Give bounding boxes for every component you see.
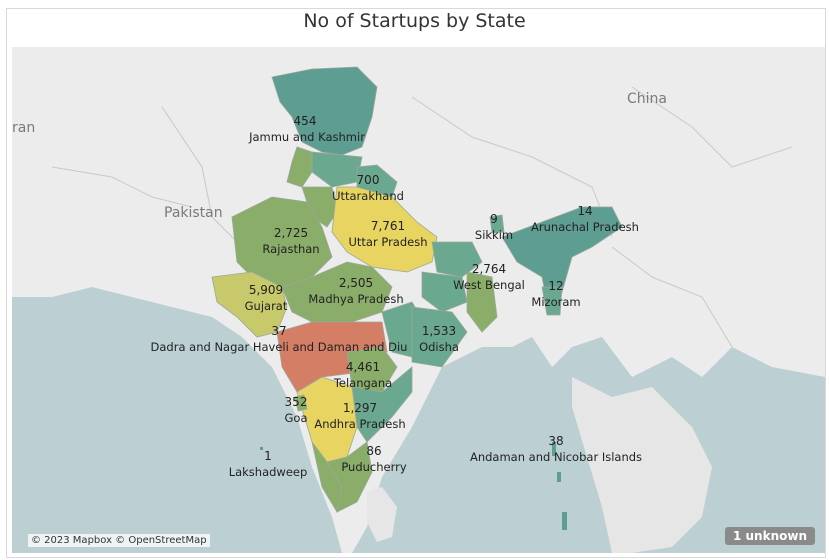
state-jh: [421, 271, 468, 313]
value-an: 38: [548, 434, 564, 448]
label-rj: Rajasthan: [262, 242, 320, 256]
state-sk: [489, 214, 505, 234]
label-uk: Uttarakhand: [332, 189, 404, 203]
country-label-pakistan: Pakistan: [164, 205, 223, 221]
state-bh: [431, 241, 483, 278]
label-ar: Arunachal Pradesh: [531, 220, 639, 234]
label-gj: Gujarat: [244, 299, 288, 313]
label-dn: Dadra and Nagar Haveli and Daman and Diu: [150, 340, 408, 354]
value-mz: 12: [548, 279, 564, 293]
value-tg: 4,461: [345, 360, 381, 374]
value-ar: 14: [577, 204, 593, 218]
value-gj: 5,909: [248, 283, 284, 297]
label-up: Uttar Pradesh: [348, 235, 428, 249]
india-map[interactable]: ran Pakistan China 454 Jammu and Kashmir…: [12, 47, 825, 553]
country-label-iran: ran: [12, 120, 36, 136]
value-ga: 352: [284, 395, 308, 409]
state-rj: [231, 196, 333, 288]
value-mp: 2,505: [338, 276, 374, 290]
value-od: 1,533: [421, 324, 457, 338]
island-an-2: [557, 472, 561, 482]
state-up: [331, 186, 438, 273]
state-ga: [294, 394, 308, 412]
label-jk: Jammu and Kashmir: [249, 130, 365, 144]
land-mass: [12, 47, 825, 553]
state-jk: [271, 66, 378, 156]
state-mz: [541, 286, 563, 316]
label-sk: Sikkim: [474, 228, 514, 242]
label-ga: Goa: [284, 411, 308, 425]
value-ap: 1,297: [342, 401, 378, 415]
state-od: [411, 306, 468, 368]
state-ap: [351, 366, 413, 443]
label-mz: Mizoram: [531, 295, 581, 309]
value-sk: 9: [490, 212, 498, 226]
unknown-badge[interactable]: 1 unknown: [724, 527, 815, 545]
island-ld: [260, 447, 263, 450]
value-ld: 1: [264, 449, 272, 463]
island-an-3: [562, 512, 567, 530]
value-dn: 37: [271, 324, 287, 338]
sri-lanka: [367, 487, 397, 542]
label-mp: Madhya Pradesh: [308, 292, 404, 306]
value-rj: 2,725: [273, 226, 309, 240]
country-label-china: China: [627, 91, 667, 107]
label-wb: West Bengal: [453, 278, 525, 292]
map-canvas: [12, 47, 825, 553]
label-ld: Lakshadweep: [228, 465, 308, 479]
map-attribution[interactable]: © 2023 Mapbox © OpenStreetMap: [28, 534, 210, 547]
island-an-1: [552, 442, 556, 456]
label-od: Odisha: [419, 340, 459, 354]
label-py: Puducherry: [341, 460, 407, 474]
state-tn: [326, 441, 373, 513]
label-ap: Andhra Pradesh: [314, 417, 406, 431]
value-wb: 2,764: [471, 262, 507, 276]
value-py: 86: [366, 444, 382, 458]
state-wb: [466, 271, 498, 333]
value-jk: 454: [293, 114, 317, 128]
value-uk: 700: [356, 173, 380, 187]
land-mass-east: [572, 377, 712, 553]
state-mp: [281, 261, 393, 323]
label-an: Andaman and Nicobar Islands: [469, 450, 643, 464]
value-up: 7,761: [370, 219, 406, 233]
state-tg: [346, 346, 398, 393]
state-ne: [501, 206, 623, 313]
label-tg: Telangana: [333, 376, 393, 390]
map-title: No of Startups by State: [303, 10, 526, 32]
